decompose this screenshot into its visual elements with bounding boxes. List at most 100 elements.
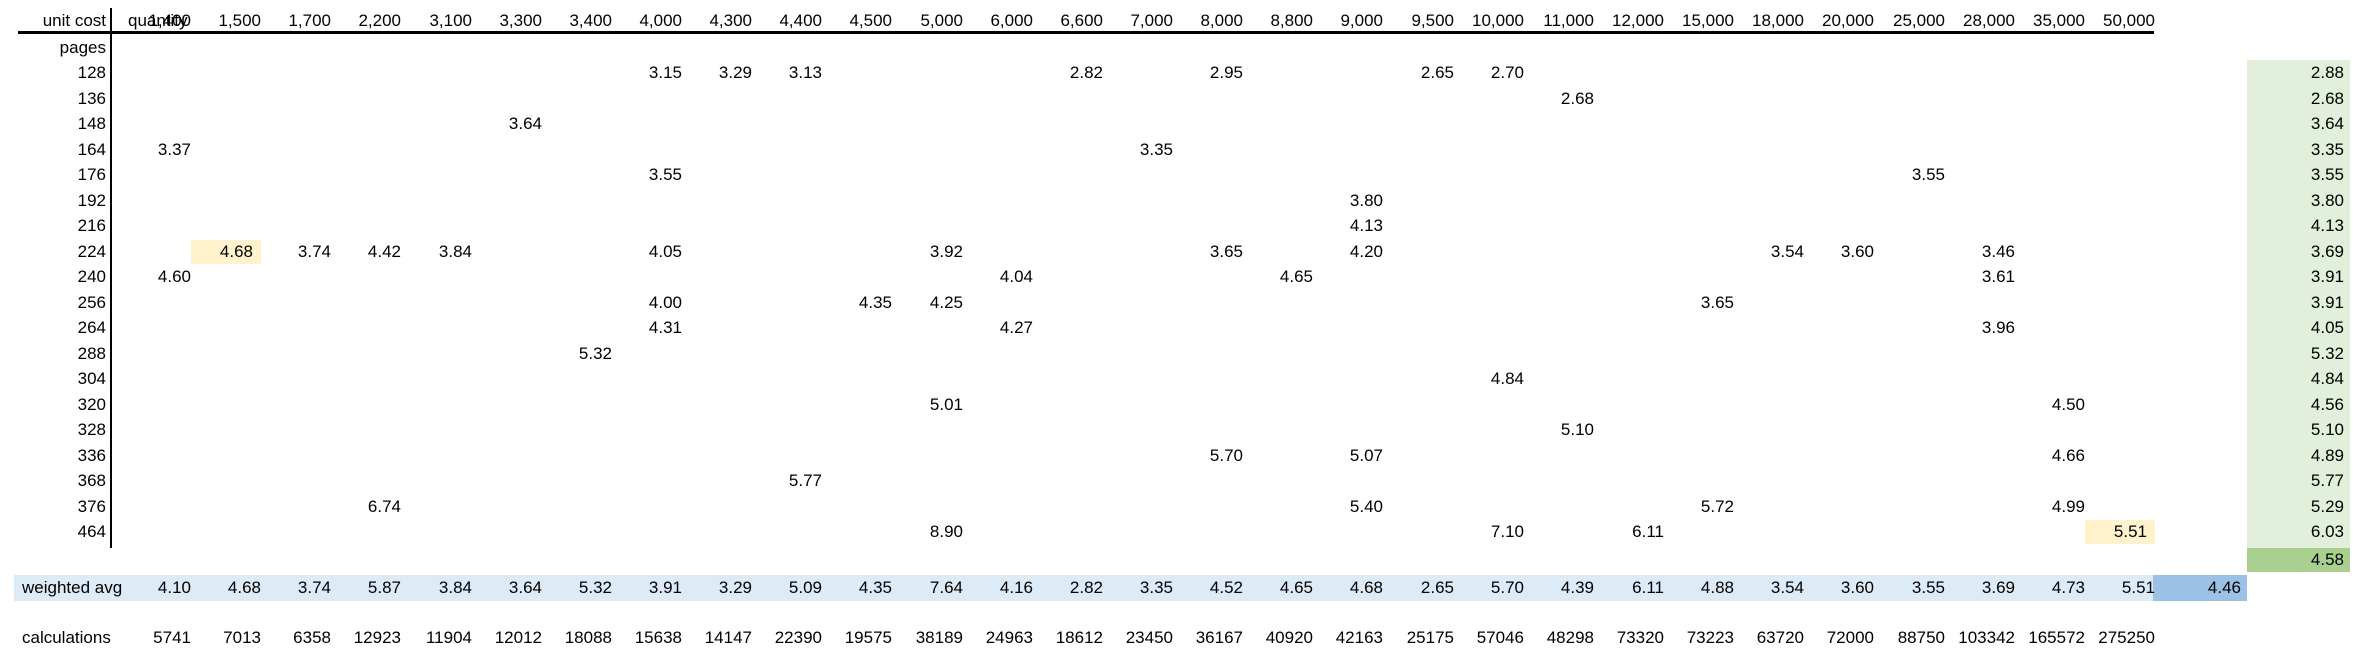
weighted-avg-cell: 4.88 [1700, 578, 1734, 597]
row-average-cell: 3.64 [2310, 114, 2344, 133]
row-average-cell: 4.13 [2310, 216, 2344, 235]
pages-value: 304 [77, 369, 106, 388]
unit-cost-cell: 3.35 [1139, 139, 1173, 159]
row-average-cell: 3.91 [2310, 267, 2344, 286]
weighted-avg-cell: 4.35 [858, 578, 892, 597]
unit-cost-cell: 4.25 [929, 292, 963, 312]
weighted-avg-total: 4.46 [2207, 578, 2241, 597]
quantity-header: 18,000 [1752, 11, 1804, 30]
calculation-cell: 18088 [564, 628, 612, 647]
unit-cost-cell: 3.60 [1840, 241, 1874, 261]
pages-value: 464 [77, 522, 106, 541]
quantity-header: 1,500 [218, 11, 261, 30]
header-rule [18, 31, 2154, 34]
unit-cost-cell: 3.84 [438, 241, 472, 261]
pages-value: 320 [77, 394, 106, 414]
row-average-cell: 3.91 [2310, 292, 2344, 312]
unit-cost-cell: 2.70 [1490, 63, 1524, 82]
unit-cost-cell: 5.10 [1560, 420, 1594, 439]
weighted-avg-cell: 3.84 [438, 578, 472, 597]
unit-cost-cell: 4.05 [648, 241, 682, 261]
row-average-column [2247, 60, 2350, 548]
calculation-cell: 12012 [494, 628, 542, 647]
row-average-cell: 3.35 [2310, 139, 2344, 159]
weighted-avg-total-cell [2153, 575, 2247, 601]
row-average-cell: 3.80 [2310, 190, 2344, 210]
weighted-avg-cell: 5.32 [578, 578, 612, 597]
unit-cost-cell: 4.00 [648, 292, 682, 312]
quantity-header: 3,100 [429, 11, 472, 30]
pages-value: 148 [77, 114, 106, 133]
quantity-header: 4,500 [849, 11, 892, 30]
unit-cost-cell: 4.27 [999, 318, 1033, 337]
quantity-header: 28,000 [1963, 11, 2015, 30]
weighted-avg-cell: 4.68 [1349, 578, 1383, 597]
pages-label: pages [59, 38, 106, 57]
calculation-cell: 22390 [774, 628, 822, 647]
weighted-avg-cell: 4.65 [1279, 578, 1313, 597]
pages-value: 128 [77, 63, 106, 82]
quantity-header: 3,400 [569, 11, 612, 30]
pages-value: 216 [77, 216, 106, 235]
calculation-cell: 88750 [1897, 628, 1945, 647]
quantity-label: quantity [128, 11, 188, 30]
quantity-header: 9,500 [1411, 11, 1454, 30]
pages-value: 176 [77, 165, 106, 184]
weighted-avg-cell: 5.09 [788, 578, 822, 597]
unit-cost-cell: 2.68 [1560, 88, 1594, 108]
quantity-header: 5,000 [920, 11, 963, 30]
calculation-cell: 72000 [1826, 628, 1874, 647]
quantity-header: 35,000 [2033, 11, 2085, 30]
row-average-cell: 2.88 [2310, 63, 2344, 82]
corner-label: unit cost [42, 11, 106, 30]
unit-cost-cell: 3.29 [718, 63, 752, 82]
unit-cost-cell: 2.82 [1069, 63, 1103, 82]
row-average-cell: 5.10 [2310, 420, 2344, 439]
pages-value: 328 [77, 420, 106, 439]
pages-value: 224 [77, 241, 106, 261]
pages-value: 164 [77, 139, 106, 159]
weighted-avg-cell: 5.70 [1490, 578, 1524, 597]
quantity-header: 1,700 [288, 11, 331, 30]
unit-cost-cell: 5.07 [1349, 445, 1383, 465]
quantity-header: 8,800 [1270, 11, 1313, 30]
calculation-cell: 57046 [1476, 628, 1524, 647]
weighted-avg-cell: 4.52 [1209, 578, 1243, 597]
weighted-avg-label: weighted avg [22, 578, 123, 597]
unit-cost-cell: 3.37 [157, 139, 191, 159]
unit-cost-cell: 5.77 [788, 471, 822, 490]
unit-cost-cell: 2.65 [1420, 63, 1454, 82]
unit-cost-cell: 3.61 [1981, 267, 2015, 286]
unit-cost-cell: 6.74 [367, 496, 401, 516]
calculation-cell: 12923 [353, 628, 401, 647]
unit-cost-cell: 4.04 [999, 267, 1033, 286]
unit-cost-cell: 3.96 [1981, 318, 2015, 337]
unit-cost-cell: 4.13 [1349, 216, 1383, 235]
calculation-cell: 7013 [223, 628, 261, 647]
quantity-header: 4,000 [639, 11, 682, 30]
pages-value: 376 [77, 496, 106, 516]
weighted-avg-cell: 7.64 [929, 578, 963, 597]
pages-value: 136 [77, 88, 106, 108]
unit-cost-cell: 4.60 [157, 267, 191, 286]
unit-cost-cell: 3.65 [1209, 241, 1243, 261]
unit-cost-cell: 8.90 [929, 522, 963, 541]
calculation-cell: 103342 [1958, 628, 2015, 647]
unit-cost-cell: 5.32 [578, 343, 612, 363]
unit-cost-cell: 3.46 [1981, 241, 2015, 261]
weighted-avg-cell: 4.10 [157, 578, 191, 597]
quantity-header: 6,600 [1060, 11, 1103, 30]
row-average-cell: 6.03 [2310, 522, 2344, 541]
calculation-cell: 23450 [1125, 628, 1173, 647]
unit-cost-cell: 4.99 [2051, 496, 2085, 516]
unit-cost-cell: 3.54 [1770, 241, 1804, 261]
calculation-cell: 18612 [1055, 628, 1103, 647]
quantity-header: 4,300 [709, 11, 752, 30]
pages-value: 336 [77, 445, 106, 465]
calculation-cell: 19575 [844, 628, 892, 647]
row-average-cell: 5.77 [2310, 471, 2344, 490]
calculation-cell: 48298 [1546, 628, 1594, 647]
calculation-cell: 40920 [1265, 628, 1313, 647]
calculation-cell: 11904 [425, 628, 472, 647]
pages-value: 240 [77, 267, 106, 286]
